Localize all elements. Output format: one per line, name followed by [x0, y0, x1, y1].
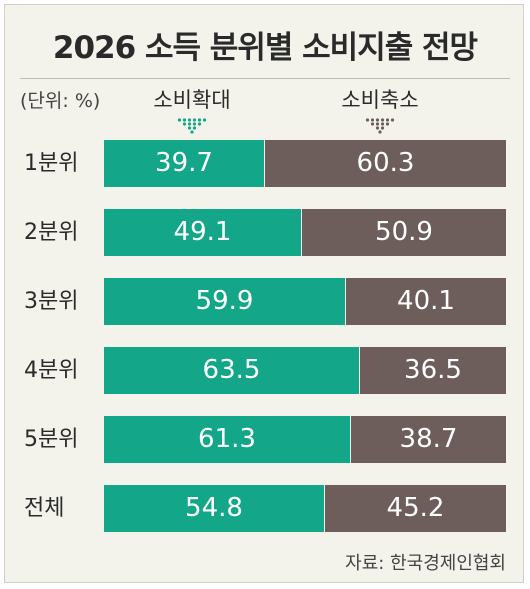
unit-label: (단위: %)	[20, 90, 101, 112]
legend-expand: 소비확대	[137, 84, 247, 134]
legend-shrink: 소비축소	[325, 84, 435, 134]
bar-shrink: 45.2	[325, 485, 506, 532]
bar-shrink: 40.1	[346, 278, 506, 325]
bar-shrink: 38.7	[351, 416, 506, 463]
category-label: 4분위	[24, 358, 79, 383]
chart-title: 2026 소득 분위별 소비지출 전망	[52, 30, 478, 66]
bar-expand: 61.3	[104, 416, 350, 463]
category-label: 1분위	[24, 151, 79, 176]
category-label: 3분위	[24, 289, 79, 314]
bar-expand: 39.7	[104, 140, 264, 187]
source-note: 자료: 한국경제인협회	[345, 553, 506, 574]
bar-expand: 63.5	[104, 347, 359, 394]
legend-shrink-arrow-icon	[365, 118, 395, 134]
bar-shrink: 50.9	[302, 209, 506, 256]
legend-expand-arrow-icon	[177, 118, 207, 134]
bar-expand: 49.1	[104, 209, 301, 256]
category-label: 전체	[24, 496, 65, 521]
category-label: 2분위	[24, 220, 79, 245]
bar-expand: 54.8	[104, 485, 324, 532]
bar-expand: 59.9	[104, 278, 345, 325]
category-label: 5분위	[24, 427, 79, 452]
legend-expand-label: 소비확대	[153, 88, 231, 112]
title-divider	[20, 78, 510, 79]
bar-shrink: 60.3	[265, 140, 506, 187]
bar-shrink: 36.5	[360, 347, 506, 394]
legend-shrink-label: 소비축소	[341, 88, 419, 112]
